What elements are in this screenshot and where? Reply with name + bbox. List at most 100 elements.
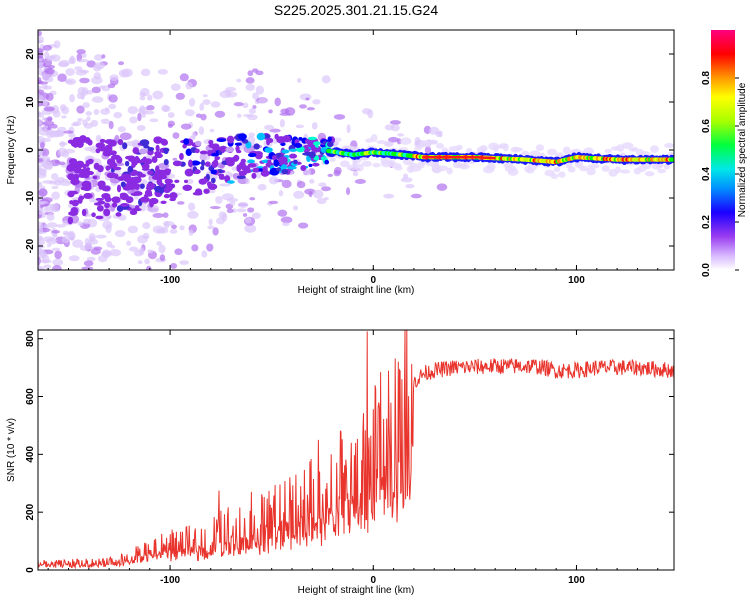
heatmap-cell xyxy=(89,236,95,243)
heatmap-cell xyxy=(96,205,104,212)
heatmap-cell xyxy=(226,208,234,214)
y-tick-label: 400 xyxy=(25,446,36,463)
heatmap-cell xyxy=(111,202,118,208)
heatmap-cell xyxy=(281,149,290,154)
heatmap-cell xyxy=(126,179,133,186)
heatmap-cell xyxy=(172,160,183,167)
heatmap-cell xyxy=(664,143,674,149)
heatmap-cell xyxy=(46,212,55,221)
heatmap-cell xyxy=(132,147,140,155)
heatmap-cell xyxy=(316,197,327,205)
heatmap-cell xyxy=(245,77,255,84)
heatmap-cell xyxy=(191,244,199,252)
heatmap-cell xyxy=(141,179,148,185)
heatmap-cell xyxy=(208,218,213,226)
heatmap-cell xyxy=(237,201,249,209)
heatmap-cell xyxy=(308,163,313,168)
heatmap-cell xyxy=(159,187,165,194)
heatmap-cell xyxy=(38,201,45,206)
heatmap-cell xyxy=(117,61,125,66)
y-tick-label: -20 xyxy=(25,238,36,253)
heatmap-cell xyxy=(293,190,305,199)
heatmap-cell xyxy=(65,68,76,76)
heatmap-cell xyxy=(51,185,59,190)
heatmap-cell xyxy=(208,140,214,145)
heatmap-cell xyxy=(163,193,171,199)
heatmap-cell xyxy=(229,201,236,206)
heatmap-cell xyxy=(210,152,220,157)
heatmap-cell xyxy=(221,145,226,154)
snr-y-axis-label: SNR (10 * v/v) xyxy=(6,418,17,482)
heatmap-cell xyxy=(170,263,178,269)
heatmap-cell xyxy=(424,146,432,155)
heatmap-cell xyxy=(46,55,53,61)
heatmap-cell xyxy=(215,217,225,225)
heatmap-cell xyxy=(262,166,268,172)
heatmap-cell xyxy=(57,73,67,82)
heatmap-cell xyxy=(282,222,290,227)
heatmap-cell xyxy=(143,194,149,198)
heatmap-cell xyxy=(41,117,47,121)
heatmap-cell xyxy=(94,61,106,70)
heatmap-cell xyxy=(587,164,600,169)
y-tick-label: 20 xyxy=(25,48,36,60)
heatmap-cell xyxy=(558,171,566,178)
heatmap-cell xyxy=(264,124,275,131)
heatmap-cell xyxy=(251,212,261,220)
y-tick-label: -10 xyxy=(25,190,36,205)
heatmap-cell xyxy=(486,162,496,171)
heatmap-cell xyxy=(38,188,48,197)
heatmap-cell xyxy=(65,78,77,86)
heatmap-cell xyxy=(136,124,146,131)
heatmap-cell xyxy=(309,178,315,184)
heatmap-cell xyxy=(199,103,205,111)
heatmap-cell xyxy=(101,54,106,59)
heatmap-cell xyxy=(183,179,189,184)
heatmap-cell xyxy=(126,240,132,247)
heatmap-cell xyxy=(52,233,58,238)
heatmap-cell xyxy=(107,139,117,147)
heatmap-cell xyxy=(81,87,89,96)
heatmap-cell xyxy=(41,83,48,90)
heatmap-cell xyxy=(249,197,256,201)
colorbar-tick-label: 0.2 xyxy=(701,215,712,229)
heatmap-cell xyxy=(303,169,311,176)
heatmap-cell xyxy=(107,158,116,165)
heatmap-cell xyxy=(51,229,61,234)
heatmap-cell xyxy=(279,112,291,116)
heatmap-cell xyxy=(206,181,212,188)
heatmap-cell xyxy=(174,248,183,256)
heatmap-cell xyxy=(52,109,61,118)
heatmap-cell xyxy=(157,169,167,177)
heatmap-cell xyxy=(233,101,244,107)
heatmap-cell xyxy=(354,179,366,184)
heatmap-cell xyxy=(46,204,56,213)
heatmap-cell xyxy=(657,169,667,174)
heatmap-cell xyxy=(240,158,246,164)
heatmap-cell xyxy=(139,139,150,147)
heatmap-cell xyxy=(162,105,171,112)
heatmap-cell xyxy=(394,165,403,171)
heatmap-cell xyxy=(188,159,193,168)
heatmap-cell xyxy=(207,225,215,230)
heatmap-cell xyxy=(233,154,240,162)
heatmap-cell xyxy=(55,224,67,228)
heatmap-cell xyxy=(305,97,310,101)
heatmap-cell xyxy=(180,123,192,130)
x-tick-label: 0 xyxy=(370,275,376,286)
heatmap-cell xyxy=(117,126,126,133)
heatmap-cell xyxy=(512,147,524,152)
heatmap-cell xyxy=(182,184,193,191)
heatmap-cell xyxy=(361,160,372,167)
heatmap-cell xyxy=(145,186,154,191)
heatmap-cell xyxy=(280,216,293,224)
heatmap-cell xyxy=(268,200,279,205)
heatmap-cell xyxy=(247,152,257,158)
heatmap-cell xyxy=(102,220,113,229)
heatmap-cell xyxy=(311,122,318,130)
heatmap-cell xyxy=(214,156,221,161)
heatmap-cell xyxy=(225,86,237,92)
heatmap-cell xyxy=(131,207,142,212)
heatmap-cell xyxy=(61,115,67,119)
heatmap-cell xyxy=(446,167,453,175)
